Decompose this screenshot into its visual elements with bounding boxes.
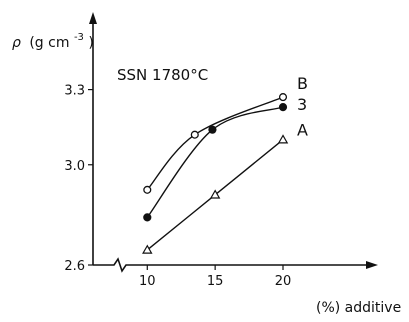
x-tick-label-20: 20: [275, 274, 292, 289]
series-A-point-2: [277, 134, 289, 144]
condition-annotation: SSN 1780°C: [117, 66, 208, 84]
y-axis-label-close: ): [88, 35, 93, 51]
series-A-point-1: [209, 189, 221, 199]
ticks: 10 15 20 2.6 3.0 3.3: [64, 84, 291, 289]
x-tick-label-10: 10: [139, 274, 156, 289]
series-A-point-0: [142, 244, 153, 254]
series-3-label: 3: [297, 95, 307, 114]
y-axis-label: ρ (g cm -3 ): [12, 28, 94, 51]
series-B-point-0: [143, 185, 152, 194]
series-B-point-1: [190, 130, 199, 139]
y-tick-label-3: 3.0: [64, 159, 85, 174]
series-3-point-1: [208, 125, 217, 134]
y-tick-label-2.6: 2.6: [64, 259, 85, 274]
series-labels: B 3 A: [297, 74, 308, 140]
x-axis-arrow: [366, 261, 378, 269]
series-B-label: B: [297, 74, 308, 93]
y-tick-label-3.3: 3.3: [64, 84, 85, 99]
y-axis-arrow: [89, 12, 97, 24]
y-axis-label-unit: (g cm: [29, 35, 69, 51]
x-tick-label-15: 15: [207, 274, 224, 289]
series-curves: [146, 96, 284, 251]
x-axis-label: (%) additive: [316, 300, 401, 316]
y-axis-label-exponent: -3: [74, 32, 84, 43]
series-3-point-0: [143, 213, 152, 222]
series-3-point-2: [278, 103, 288, 112]
axes: [89, 12, 378, 273]
series-B-point-2: [278, 93, 288, 102]
x-axis: [93, 257, 368, 273]
y-axis-label-symbol: ρ: [12, 35, 21, 51]
series-markers: [142, 93, 289, 254]
series-A-label: A: [297, 121, 308, 140]
